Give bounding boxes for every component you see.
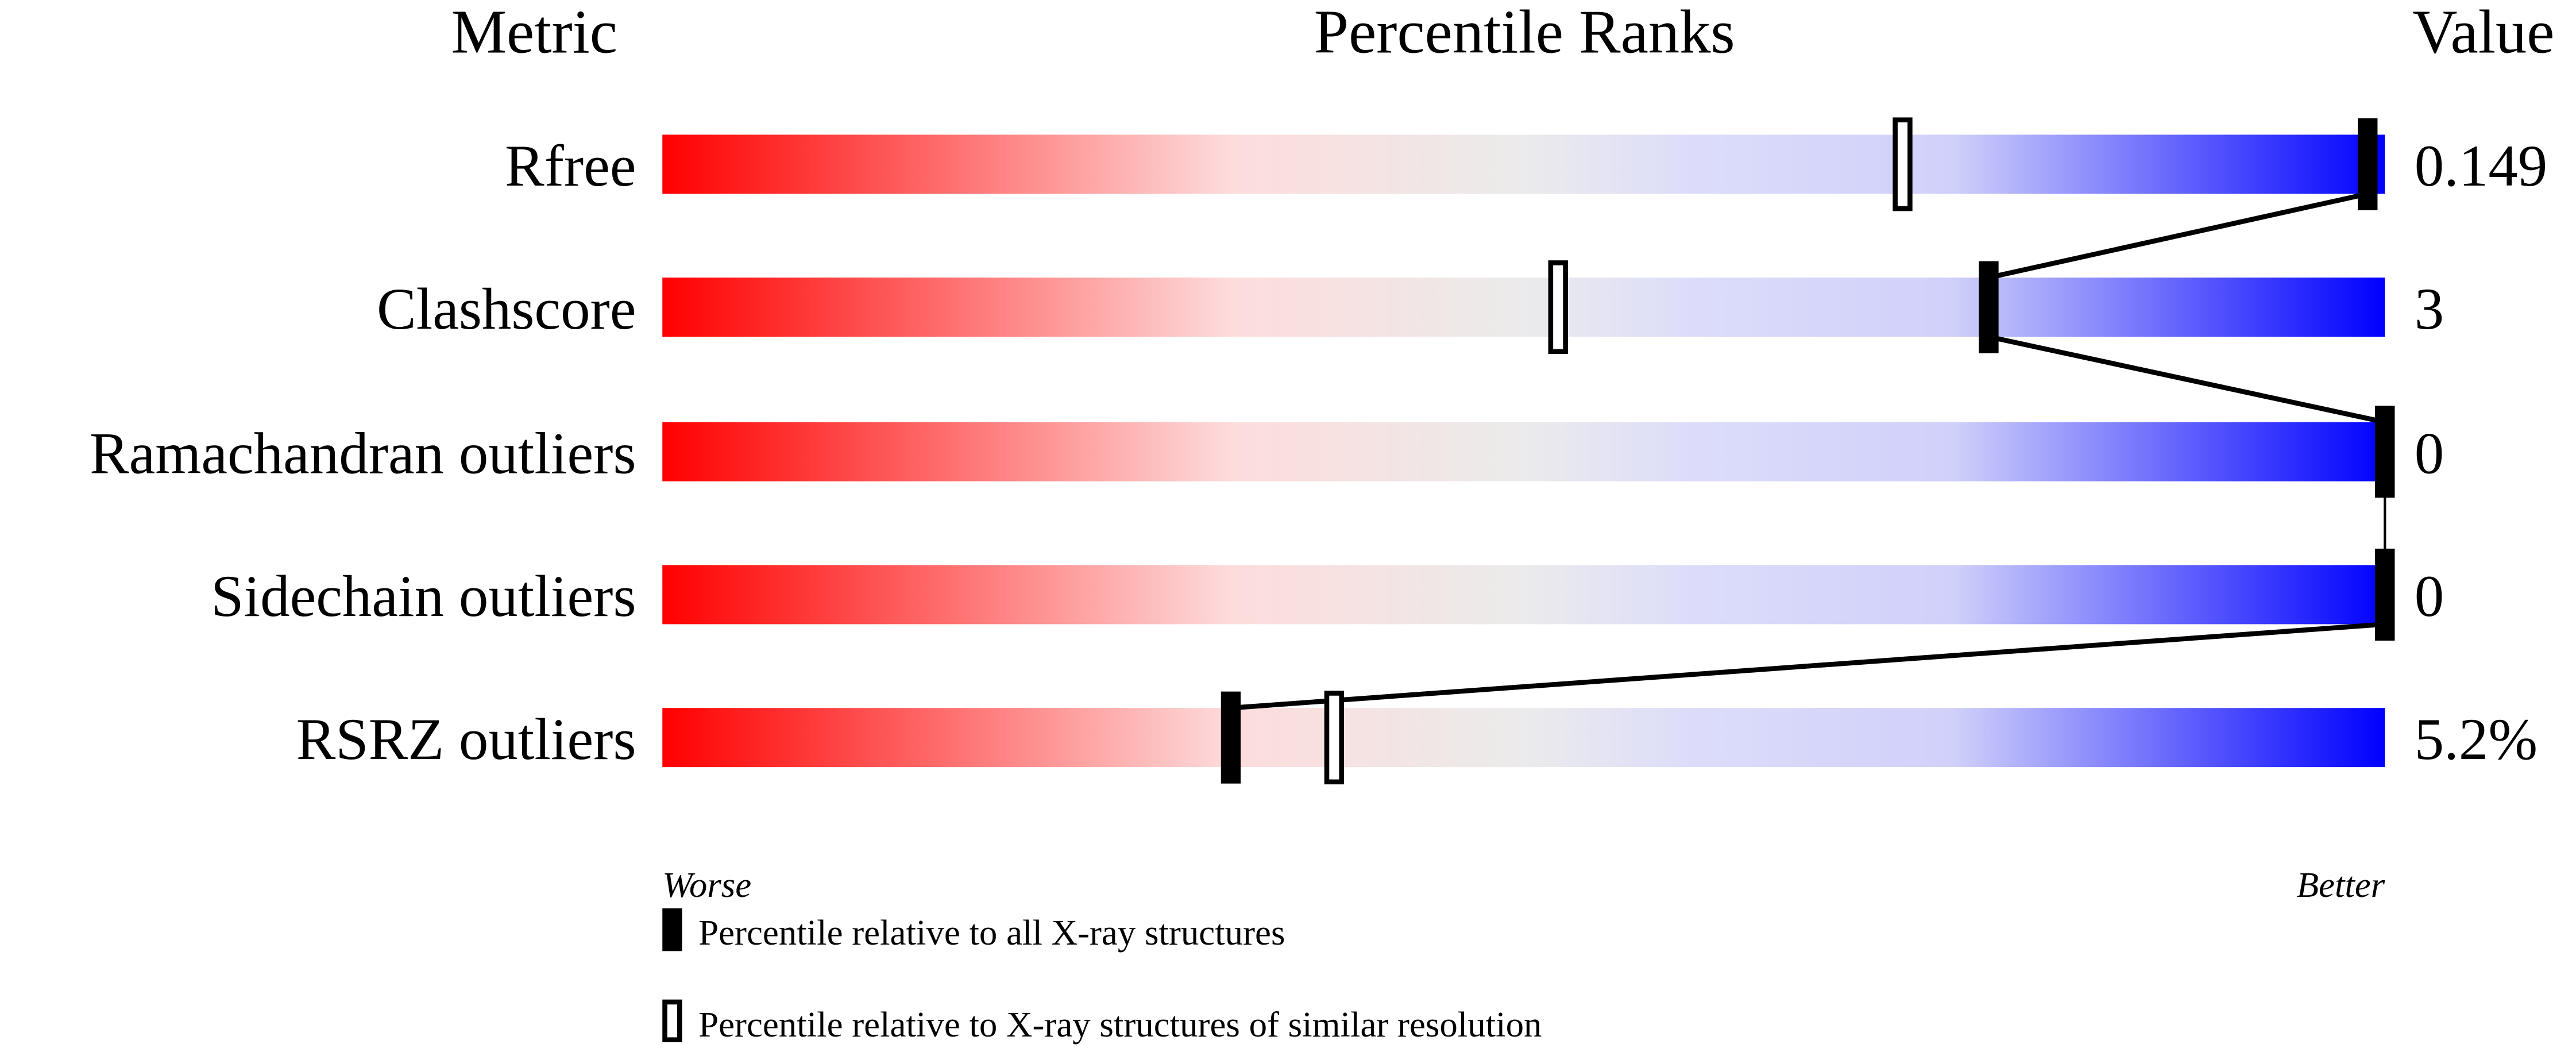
- connector-line: [1230, 622, 2385, 711]
- similar-resolution-marker: [1324, 691, 1345, 785]
- metric-label: Sidechain outliers: [211, 564, 636, 629]
- percentile-bar: [662, 565, 2385, 625]
- all-structures-marker: [1221, 691, 1241, 784]
- legend-open-marker: [662, 999, 682, 1042]
- metric-value: 0: [2415, 564, 2444, 629]
- legend-filled-marker: [662, 908, 682, 951]
- better-label: Better: [2297, 865, 2385, 905]
- percentile-bar: [662, 134, 2385, 194]
- similar-resolution-marker: [1548, 260, 1568, 355]
- all-structures-marker: [2375, 548, 2395, 641]
- metric-label: RSRZ outliers: [296, 707, 636, 772]
- metric-label: Clashscore: [377, 276, 636, 342]
- metric-value: 0: [2415, 421, 2444, 486]
- legend-open-label: Percentile relative to X-ray structures …: [698, 1004, 1542, 1045]
- connector-line: [1988, 191, 2369, 280]
- all-structures-marker: [1979, 261, 1999, 353]
- header-value: Value: [2412, 0, 2554, 66]
- percentile-bar: [662, 708, 2385, 768]
- connector-line: [1988, 334, 2386, 425]
- metric-label: Rfree: [505, 133, 636, 199]
- metric-value: 3: [2415, 276, 2444, 342]
- legend-filled-label: Percentile relative to all X-ray structu…: [698, 912, 1285, 953]
- metric-value: 0.149: [2415, 133, 2548, 199]
- header-metric: Metric: [451, 0, 617, 66]
- similar-resolution-marker: [1893, 117, 1913, 211]
- all-structures-marker: [2375, 406, 2395, 498]
- header-percentile: Percentile Ranks: [1314, 0, 1735, 66]
- all-structures-marker: [2358, 118, 2378, 210]
- metric-value: 5.2%: [2415, 707, 2538, 772]
- percentile-bar: [662, 278, 2385, 337]
- percentile-bar: [662, 422, 2385, 481]
- worse-label: Worse: [662, 865, 751, 905]
- metric-label: Ramachandran outliers: [90, 421, 636, 486]
